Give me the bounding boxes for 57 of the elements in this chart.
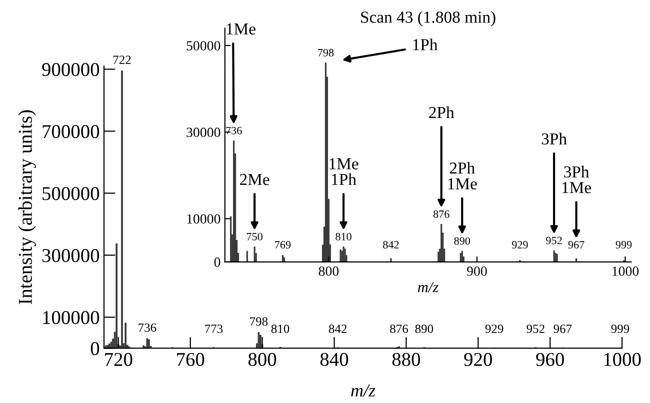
x-tick-label: 960: [536, 352, 564, 366]
annotation: 810: [336, 232, 352, 240]
y-axis-title: Intensity (arbitrary units): [18, 110, 36, 304]
chart-title: Scan 43 (1.808 min): [361, 11, 496, 26]
y-tick-label: 700000: [42, 125, 100, 138]
x-tick-label: 760: [177, 352, 204, 366]
annotation: 2Me: [240, 174, 270, 186]
annotation: 952: [546, 236, 562, 244]
annotation: 929: [485, 324, 504, 334]
y-tick-label: 500000: [42, 187, 100, 200]
annotation: 750: [246, 232, 262, 240]
annotation: 769: [275, 241, 291, 249]
x-tick-label: 800: [318, 266, 339, 276]
y-tick-label: 10000: [187, 214, 220, 224]
annotation: 967: [554, 324, 572, 334]
x-axis-title: m/z: [351, 384, 376, 397]
annotation: 967: [568, 241, 584, 249]
annotation: 798: [250, 317, 268, 326]
annotation: 773: [205, 324, 223, 334]
annotation: 999: [616, 241, 632, 249]
annotation: 1Me: [226, 23, 256, 35]
x-tick-label: 1000: [604, 352, 641, 366]
y-tick-label: 50000: [186, 41, 220, 50]
x-tick-label: 800: [248, 352, 276, 366]
annotation: 890: [415, 324, 434, 334]
annotation: 736: [138, 323, 156, 332]
annotation: 2Ph 1Me: [448, 162, 477, 190]
y-tick-label: 300000: [42, 249, 100, 262]
x-tick-label: 840: [320, 352, 348, 366]
x-tick-label: 1000: [612, 266, 639, 276]
annotation: 1Me 1Ph: [330, 158, 358, 185]
annotation: 999: [611, 324, 630, 334]
x-tick-label: 900: [466, 266, 487, 276]
y-tick-label: 900000: [42, 63, 100, 76]
annotation: 1Ph: [413, 38, 438, 50]
x-axis-title: m/z: [418, 282, 438, 292]
annotation: 736: [226, 126, 242, 134]
annotation: 3Ph 1Me: [562, 166, 591, 194]
annotation: 890: [454, 237, 470, 245]
y-tick-label: 100000: [43, 311, 100, 324]
annotation: 722: [113, 56, 131, 64]
x-tick-label: 920: [464, 352, 492, 366]
annotation: 810: [271, 324, 290, 334]
annotation: 929: [512, 241, 528, 249]
annotation: 876: [433, 210, 450, 218]
y-tick-label: 0: [214, 258, 220, 267]
annotation: 2Ph: [429, 106, 454, 118]
annotation: 952: [526, 324, 544, 334]
annotation: 798: [318, 48, 334, 56]
annotation: 842: [383, 241, 399, 249]
annotation: 842: [328, 324, 347, 334]
annotation: 3Ph: [542, 132, 567, 145]
y-tick-label: 0: [90, 342, 100, 356]
y-tick-label: 30000: [186, 128, 220, 138]
annotation: 876: [390, 324, 408, 334]
x-tick-label: 720: [105, 352, 132, 366]
x-tick-label: 880: [392, 352, 420, 366]
